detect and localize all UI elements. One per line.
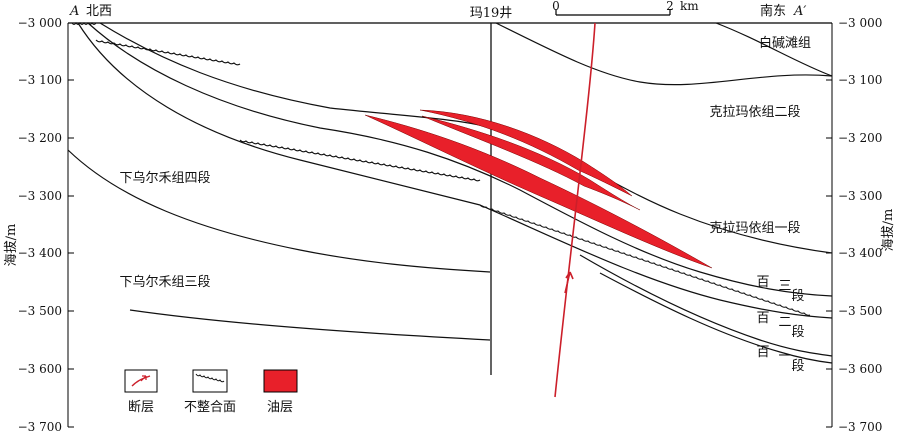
y-axis-title-left: 海拔/m (4, 224, 19, 267)
scale-bar-unit: km (680, 0, 699, 13)
formation-label-wuerhe-3: 下乌尔禾组三段 (119, 274, 210, 290)
left-tick-label: −3 600 (18, 362, 62, 376)
left-tick-label: −3 300 (18, 189, 62, 203)
boundary-line (67, 149, 491, 273)
oil-layers (364, 109, 713, 269)
right-tick-label: −3 300 (838, 189, 882, 203)
fault-swatch-icon (131, 375, 151, 387)
legend-oil-label: 油层 (267, 400, 293, 415)
legend-oil-swatch (263, 369, 298, 393)
formation-label-kelamayi-1: 克拉玛依组一段 (709, 221, 800, 236)
legend-fault-label: 断层 (128, 400, 154, 415)
formation-label-bai2-char3: 段 (791, 325, 804, 340)
fault-line (554, 22, 596, 398)
right-tick-label: −3 600 (838, 362, 882, 376)
oil-layer (364, 114, 713, 269)
right-tick-label: −3 100 (838, 73, 882, 87)
boundary-line (129, 309, 491, 341)
stratigraphic-boundaries (67, 22, 833, 364)
legend: 断层 不整合面 油层 (124, 369, 298, 415)
endpoint-a-prime-letter: A′ (793, 4, 806, 19)
boundary-line (99, 22, 833, 254)
boundary-line (579, 254, 833, 357)
formation-label-kelamayi-2: 克拉玛依组二段 (709, 105, 800, 120)
legend-unconformity-swatch (192, 369, 228, 393)
unconformity-swatch-icon (195, 373, 225, 383)
oil-layer (419, 109, 633, 197)
right-tick-label: −3 200 (838, 131, 882, 145)
right-tick-label: −3 400 (838, 246, 882, 260)
scale-bar-end: 2 (666, 0, 674, 13)
fault-arrow-icon (564, 271, 574, 294)
formation-label-bai3-char2: 三 (778, 279, 791, 294)
boundary-line (715, 22, 833, 77)
formation-label-bai3-char1: 百 (756, 275, 769, 290)
formation-label-bai2-char1: 百 (756, 311, 769, 326)
formation-label-bai1-char1: 百 (756, 345, 769, 360)
boundary-line (87, 22, 833, 297)
left-tick-label: −3 100 (18, 73, 62, 87)
left-tick-label: −3 500 (18, 304, 62, 318)
right-tick-label: −3 000 (838, 16, 882, 30)
endpoint-a-direction: 北西 (86, 4, 112, 19)
left-tick-label: −3 000 (18, 16, 62, 30)
endpoint-a-prime-direction: 南东 (760, 3, 786, 19)
scale-bar: 0 2 km (552, 0, 699, 16)
left-tick-label: −3 200 (18, 131, 62, 145)
right-ticks (826, 22, 832, 428)
formation-label-bai3-char3: 段 (791, 289, 804, 304)
right-tick-label: −3 500 (838, 304, 882, 318)
left-ticks (68, 22, 74, 428)
formation-label-bai1-char3: 段 (791, 359, 804, 374)
formation-label-bai1-char2: 一 (778, 349, 791, 364)
formation-label-wuerhe-4: 下乌尔禾组四段 (119, 170, 210, 186)
endpoint-a-letter: A (69, 4, 79, 19)
formation-label-baijiantan: 白碱滩组 (759, 35, 811, 51)
well-label: 玛19井 (470, 6, 513, 21)
boundary-line (77, 22, 833, 319)
right-tick-label: −3 700 (838, 420, 882, 433)
unconformity-line (71, 22, 811, 316)
formation-label-bai2-char2: 二 (778, 315, 791, 330)
boundary-line (495, 22, 833, 86)
oil-layer (421, 115, 641, 211)
left-tick-label: −3 700 (18, 420, 62, 433)
y-axis-title-right: 海拔/m (881, 209, 896, 252)
scale-bar-start: 0 (552, 0, 560, 13)
left-tick-label: −3 400 (18, 246, 62, 260)
legend-unconformity-label: 不整合面 (184, 400, 236, 415)
boundary-line (599, 272, 833, 364)
